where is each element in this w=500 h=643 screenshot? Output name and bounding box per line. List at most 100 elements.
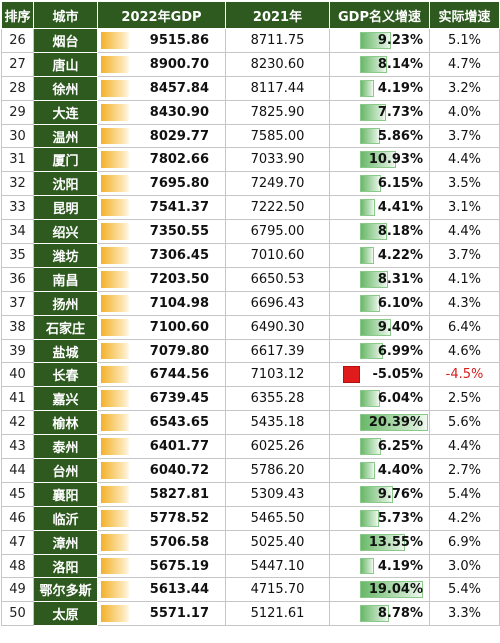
city-cell: 南昌	[33, 266, 98, 292]
gdp-2021-cell-text: 5447.10	[250, 558, 305, 574]
nominal-growth-cell-text: 9.76%	[377, 486, 423, 502]
city-cell-text: 襄阳	[52, 488, 79, 504]
city-cell: 长春	[33, 362, 98, 388]
gdp-2021-cell: 5447.10	[225, 553, 330, 579]
gdp-2022-cell-text: 5571.17	[149, 606, 209, 622]
gdp-ranking-table: 排序 城市 2022年GDP 2021年 GDP名义增速 实际增速 26 烟台 95…	[1, 1, 500, 627]
rank-cell: 39	[1, 338, 34, 364]
city-cell: 洛阳	[33, 553, 98, 579]
real-growth-cell-text: 3.7%	[447, 247, 482, 263]
header-nominal-growth: GDP名义增速	[329, 1, 430, 29]
rank-cell-text: 26	[9, 32, 26, 48]
gdp-databar	[101, 55, 129, 73]
rank-cell-text: 27	[9, 56, 26, 72]
nominal-growth-databar	[360, 557, 374, 575]
gdp-2021-cell: 6025.26	[225, 434, 330, 460]
rank-cell-text: 34	[9, 224, 26, 240]
table-row: 46 临沂 5778.52 5465.50 5.73% 4.2%	[1, 505, 500, 531]
city-cell: 大连	[33, 99, 98, 125]
table-body: 26 烟台 9515.86 8711.75 9.23% 5.1% 27 唐山 8900.70 82…	[1, 28, 500, 627]
nominal-growth-cell: 5.73%	[329, 505, 430, 531]
nominal-growth-cell: 9.76%	[329, 481, 430, 507]
nominal-growth-cell: 8.31%	[329, 266, 430, 292]
real-growth-cell: -4.5%	[429, 362, 500, 388]
gdp-2022-cell-text: 7079.80	[149, 343, 209, 359]
nominal-growth-cell-text: 10.93%	[368, 152, 423, 168]
gdp-2022-cell: 5778.52	[97, 505, 226, 531]
gdp-databar	[101, 485, 129, 503]
table-row: 33 昆明 7541.37 7222.50 4.41% 3.1%	[1, 195, 500, 221]
gdp-2021-cell: 6795.00	[225, 219, 330, 245]
nominal-growth-cell-text: 6.15%	[377, 176, 423, 192]
nominal-growth-databar	[360, 294, 381, 312]
gdp-2021-cell: 4715.70	[225, 577, 330, 603]
gdp-2021-cell-text: 6650.53	[250, 271, 305, 287]
nominal-growth-cell-text: 6.99%	[377, 343, 423, 359]
rank-cell-text: 39	[9, 343, 26, 359]
rank-cell-text: 38	[9, 319, 26, 335]
rank-cell: 31	[1, 147, 34, 173]
gdp-2021-cell: 8711.75	[225, 28, 330, 53]
real-growth-cell: 6.9%	[429, 529, 500, 555]
rank-cell: 30	[1, 123, 34, 149]
table-row: 30 温州 8029.77 7585.00 5.86% 3.7%	[1, 123, 500, 149]
gdp-2022-cell-text: 7541.37	[149, 200, 209, 216]
city-cell-text: 盐城	[52, 345, 79, 361]
city-cell-text: 唐山	[52, 58, 79, 74]
nominal-growth-cell: 9.40%	[329, 314, 430, 340]
table-row: 43 泰州 6401.77 6025.26 6.25% 4.4%	[1, 434, 500, 460]
real-growth-cell: 4.2%	[429, 505, 500, 531]
gdp-databar	[101, 438, 129, 456]
nominal-growth-cell: 13.55%	[329, 529, 430, 555]
rank-cell: 35	[1, 243, 34, 268]
gdp-2022-cell-text: 7350.55	[149, 224, 209, 240]
gdp-2021-cell: 7103.12	[225, 362, 330, 388]
city-cell: 厦门	[33, 147, 98, 173]
gdp-2021-cell: 6490.30	[225, 314, 330, 340]
table-row: 34 绍兴 7350.55 6795.00 8.18% 4.4%	[1, 219, 500, 245]
city-cell: 漳州	[33, 529, 98, 555]
rank-cell: 50	[1, 601, 34, 627]
rank-cell: 32	[1, 171, 34, 197]
nominal-growth-cell-text: 4.41%	[377, 200, 423, 216]
nominal-growth-cell-text: 9.23%	[377, 32, 423, 48]
gdp-2022-cell: 5571.17	[97, 601, 226, 627]
gdp-2022-cell-text: 7695.80	[149, 176, 209, 192]
table-row: 42 榆林 6543.65 5435.18 20.39% 5.6%	[1, 410, 500, 436]
nominal-growth-cell-text: 5.86%	[377, 128, 423, 144]
gdp-2021-cell: 5121.61	[225, 601, 330, 627]
real-growth-cell-text: 6.9%	[447, 534, 482, 550]
rank-cell: 27	[1, 51, 34, 77]
nominal-growth-cell-text: 6.10%	[377, 295, 423, 311]
nominal-growth-databar	[360, 318, 392, 336]
rank-cell-text: 36	[9, 271, 26, 287]
nominal-growth-databar	[360, 414, 428, 432]
rank-cell: 44	[1, 458, 34, 483]
nominal-growth-cell: 8.14%	[329, 51, 430, 77]
real-growth-cell-text: 4.0%	[447, 104, 482, 120]
rank-cell-text: 49	[9, 582, 26, 598]
nominal-growth-databar	[360, 79, 374, 97]
city-cell-text: 洛阳	[52, 560, 79, 576]
real-growth-cell-text: 4.6%	[447, 343, 482, 359]
nominal-growth-databar	[360, 247, 375, 264]
gdp-2022-cell-text: 6744.56	[149, 367, 209, 383]
real-growth-cell: 4.4%	[429, 147, 500, 173]
rank-cell-text: 41	[9, 391, 26, 407]
table-row: 39 盐城 7079.80 6617.39 6.99% 4.6%	[1, 338, 500, 364]
city-cell: 绍兴	[33, 219, 98, 245]
gdp-2022-cell-text: 8457.84	[149, 80, 209, 96]
real-growth-cell-text: 5.6%	[447, 415, 482, 431]
gdp-2021-cell: 8230.60	[225, 51, 330, 77]
gdp-2022-cell-text: 6739.45	[149, 391, 209, 407]
nominal-growth-databar	[360, 509, 380, 527]
nominal-growth-databar	[360, 151, 397, 169]
city-cell-text: 太原	[52, 608, 79, 624]
gdp-2021-cell-text: 7249.70	[250, 176, 305, 192]
real-growth-cell: 5.4%	[429, 577, 500, 603]
rank-cell-text: 47	[9, 534, 26, 550]
city-cell: 泰州	[33, 434, 98, 460]
gdp-2021-cell: 6355.28	[225, 386, 330, 412]
gdp-2021-cell: 7249.70	[225, 171, 330, 197]
real-growth-cell-text: 3.3%	[447, 606, 482, 622]
